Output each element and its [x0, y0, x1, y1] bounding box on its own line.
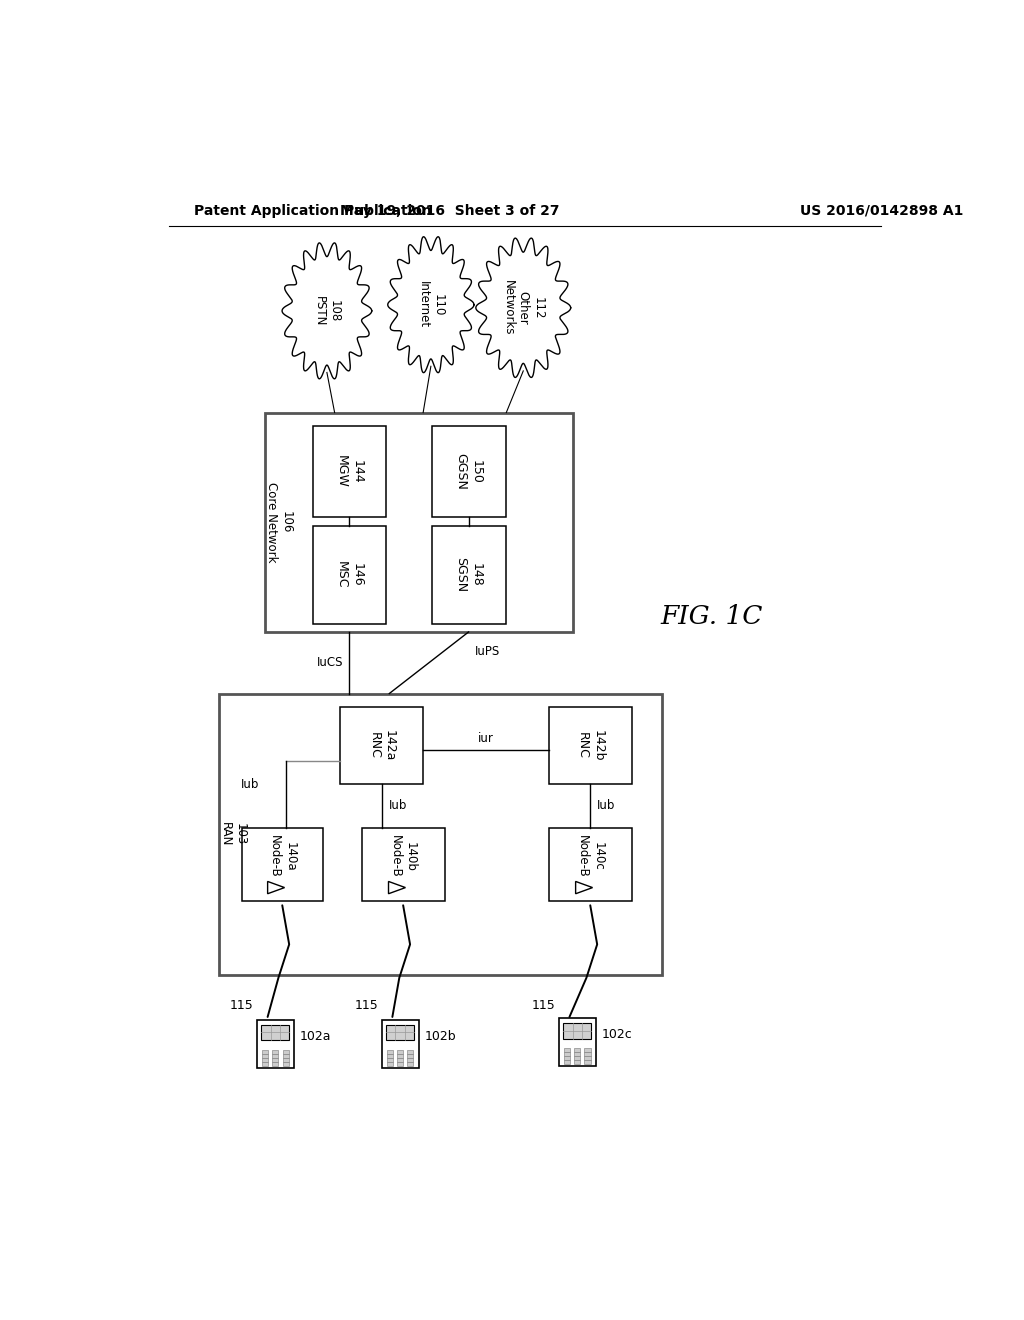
Text: 140b
Node-B: 140b Node-B — [389, 836, 417, 878]
Bar — [261, 1024, 289, 1040]
Bar — [262, 1057, 268, 1061]
Text: 102a: 102a — [300, 1030, 332, 1043]
Bar — [585, 1060, 591, 1064]
Bar — [272, 1057, 279, 1061]
Text: 140c
Node-B: 140c Node-B — [577, 836, 604, 878]
Polygon shape — [388, 236, 474, 372]
Text: 146
MSC: 146 MSC — [335, 561, 364, 589]
Bar — [272, 1063, 279, 1065]
Bar — [397, 1057, 403, 1061]
Bar — [219, 693, 662, 974]
Text: US 2016/0142898 A1: US 2016/0142898 A1 — [801, 203, 964, 218]
Bar — [272, 1053, 279, 1057]
Bar — [408, 1057, 414, 1061]
Bar — [563, 1023, 591, 1039]
Text: 115: 115 — [230, 999, 254, 1012]
Bar — [408, 1049, 414, 1053]
Text: 115: 115 — [531, 999, 556, 1012]
Bar — [340, 708, 423, 784]
Bar — [387, 1053, 393, 1057]
Text: 102b: 102b — [425, 1030, 457, 1043]
Text: May 19, 2016  Sheet 3 of 27: May 19, 2016 Sheet 3 of 27 — [340, 203, 560, 218]
Bar — [574, 1056, 581, 1060]
Bar — [382, 1020, 419, 1068]
Bar — [432, 426, 506, 517]
Text: 103
RAN: 103 RAN — [219, 821, 247, 846]
Text: FIG. 1C: FIG. 1C — [660, 605, 763, 630]
Text: Patent Application Publication: Patent Application Publication — [194, 203, 431, 218]
Text: IuPS: IuPS — [475, 644, 500, 657]
Bar — [574, 1052, 581, 1056]
Text: Iub: Iub — [241, 777, 259, 791]
Text: IuCS: IuCS — [316, 656, 343, 669]
Polygon shape — [267, 882, 285, 894]
Bar — [408, 1053, 414, 1057]
Bar — [272, 1049, 279, 1053]
Bar — [585, 1052, 591, 1056]
Bar — [564, 1052, 570, 1056]
Bar — [243, 829, 323, 902]
Text: Iub: Iub — [389, 800, 408, 813]
Bar — [257, 1020, 294, 1068]
Text: 148
SGSN: 148 SGSN — [455, 557, 482, 593]
Text: 142a
RNC: 142a RNC — [368, 730, 395, 762]
Bar — [387, 1049, 393, 1053]
Polygon shape — [388, 882, 406, 894]
Bar — [549, 829, 632, 902]
Bar — [397, 1049, 403, 1053]
Bar — [283, 1049, 289, 1053]
Polygon shape — [575, 882, 593, 894]
Polygon shape — [476, 238, 570, 378]
Text: 115: 115 — [354, 999, 379, 1012]
Bar — [397, 1053, 403, 1057]
Bar — [549, 708, 632, 784]
Bar — [574, 1060, 581, 1064]
Bar — [585, 1048, 591, 1052]
Bar — [564, 1056, 570, 1060]
Bar — [262, 1053, 268, 1057]
Bar — [564, 1048, 570, 1052]
Bar — [262, 1063, 268, 1065]
Bar — [387, 1063, 393, 1065]
Text: iur: iur — [477, 733, 494, 746]
Polygon shape — [282, 243, 372, 379]
Bar — [283, 1053, 289, 1057]
Bar — [283, 1063, 289, 1065]
Bar — [387, 1057, 393, 1061]
Bar — [574, 1048, 581, 1052]
Bar — [585, 1056, 591, 1060]
Bar — [564, 1060, 570, 1064]
Text: 150
GGSN: 150 GGSN — [455, 453, 482, 490]
Text: 140a
Node-B: 140a Node-B — [268, 836, 296, 878]
Bar — [313, 426, 386, 517]
Bar — [361, 829, 444, 902]
Text: 142b
RNC: 142b RNC — [577, 730, 604, 762]
Text: 110
Internet: 110 Internet — [417, 281, 444, 329]
Text: 112
Other
Networks: 112 Other Networks — [502, 280, 545, 335]
Text: 102c: 102c — [602, 1028, 633, 1041]
Text: 106
Core Network: 106 Core Network — [265, 482, 293, 562]
Bar — [313, 525, 386, 624]
Bar — [397, 1063, 403, 1065]
Bar — [386, 1024, 414, 1040]
Bar — [408, 1063, 414, 1065]
Bar — [559, 1019, 596, 1067]
Bar — [262, 1049, 268, 1053]
Text: 108
PSTN: 108 PSTN — [313, 296, 341, 326]
Bar — [283, 1057, 289, 1061]
Text: 144
MGW: 144 MGW — [335, 455, 364, 488]
Bar — [432, 525, 506, 624]
Bar — [265, 413, 573, 632]
Text: Iub: Iub — [596, 800, 614, 813]
